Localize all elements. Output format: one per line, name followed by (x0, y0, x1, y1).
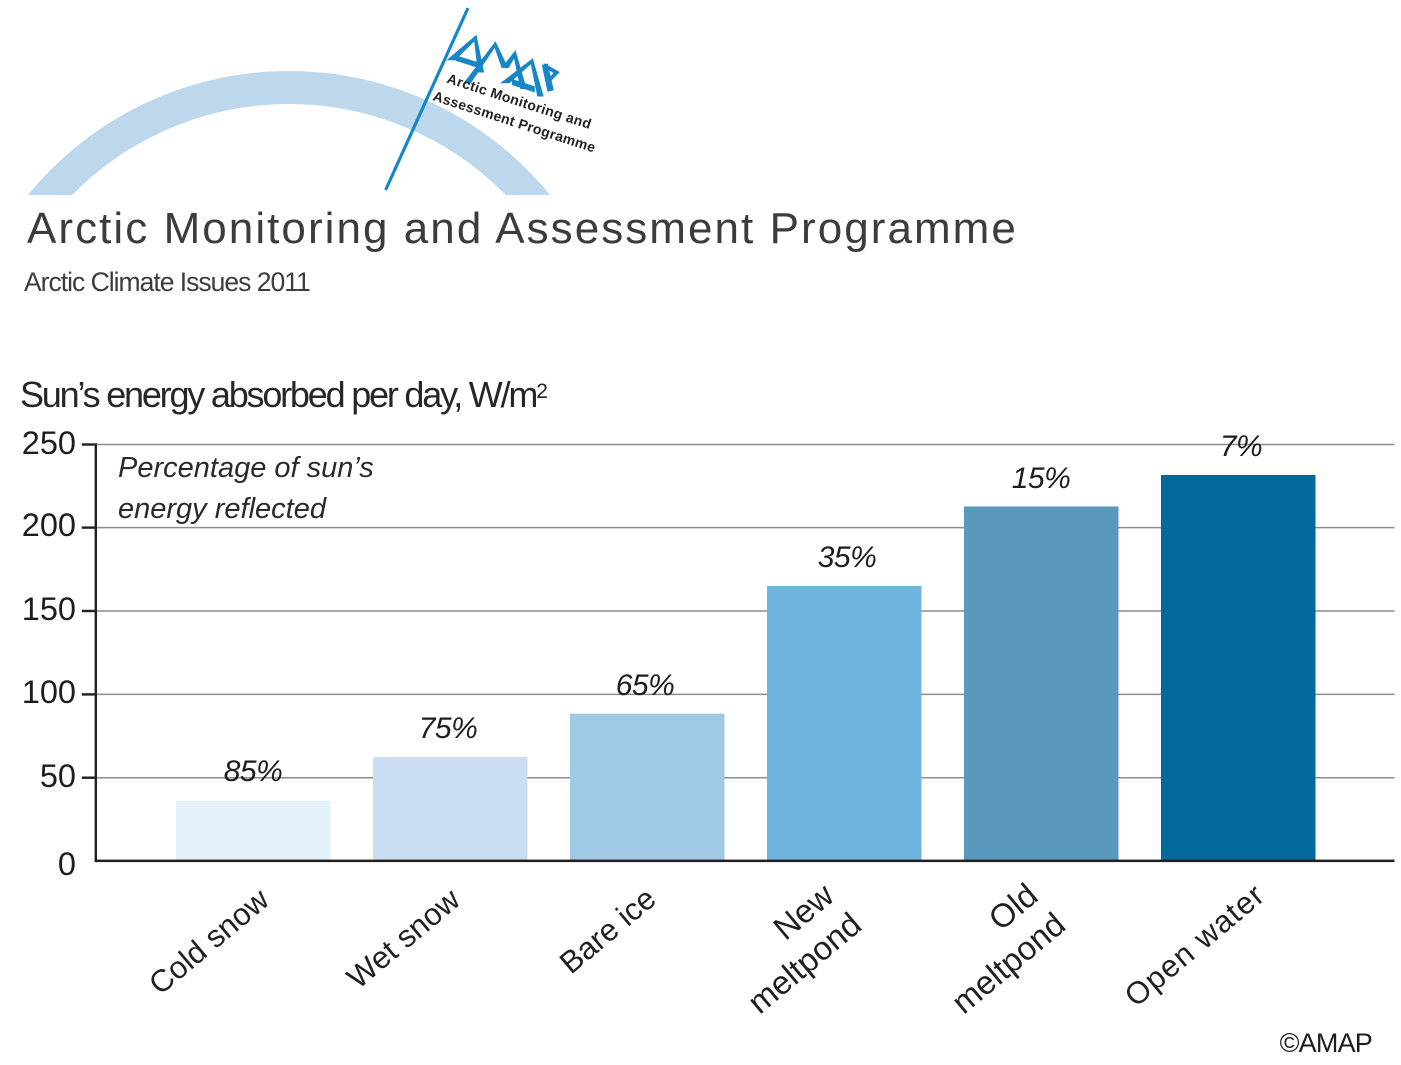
svg-text:Bare ice: Bare ice (553, 881, 663, 981)
svg-text:Cold snow: Cold snow (142, 881, 276, 1001)
svg-text:Open water: Open water (1118, 877, 1272, 1014)
svg-text:Wet snow: Wet snow (340, 881, 467, 995)
